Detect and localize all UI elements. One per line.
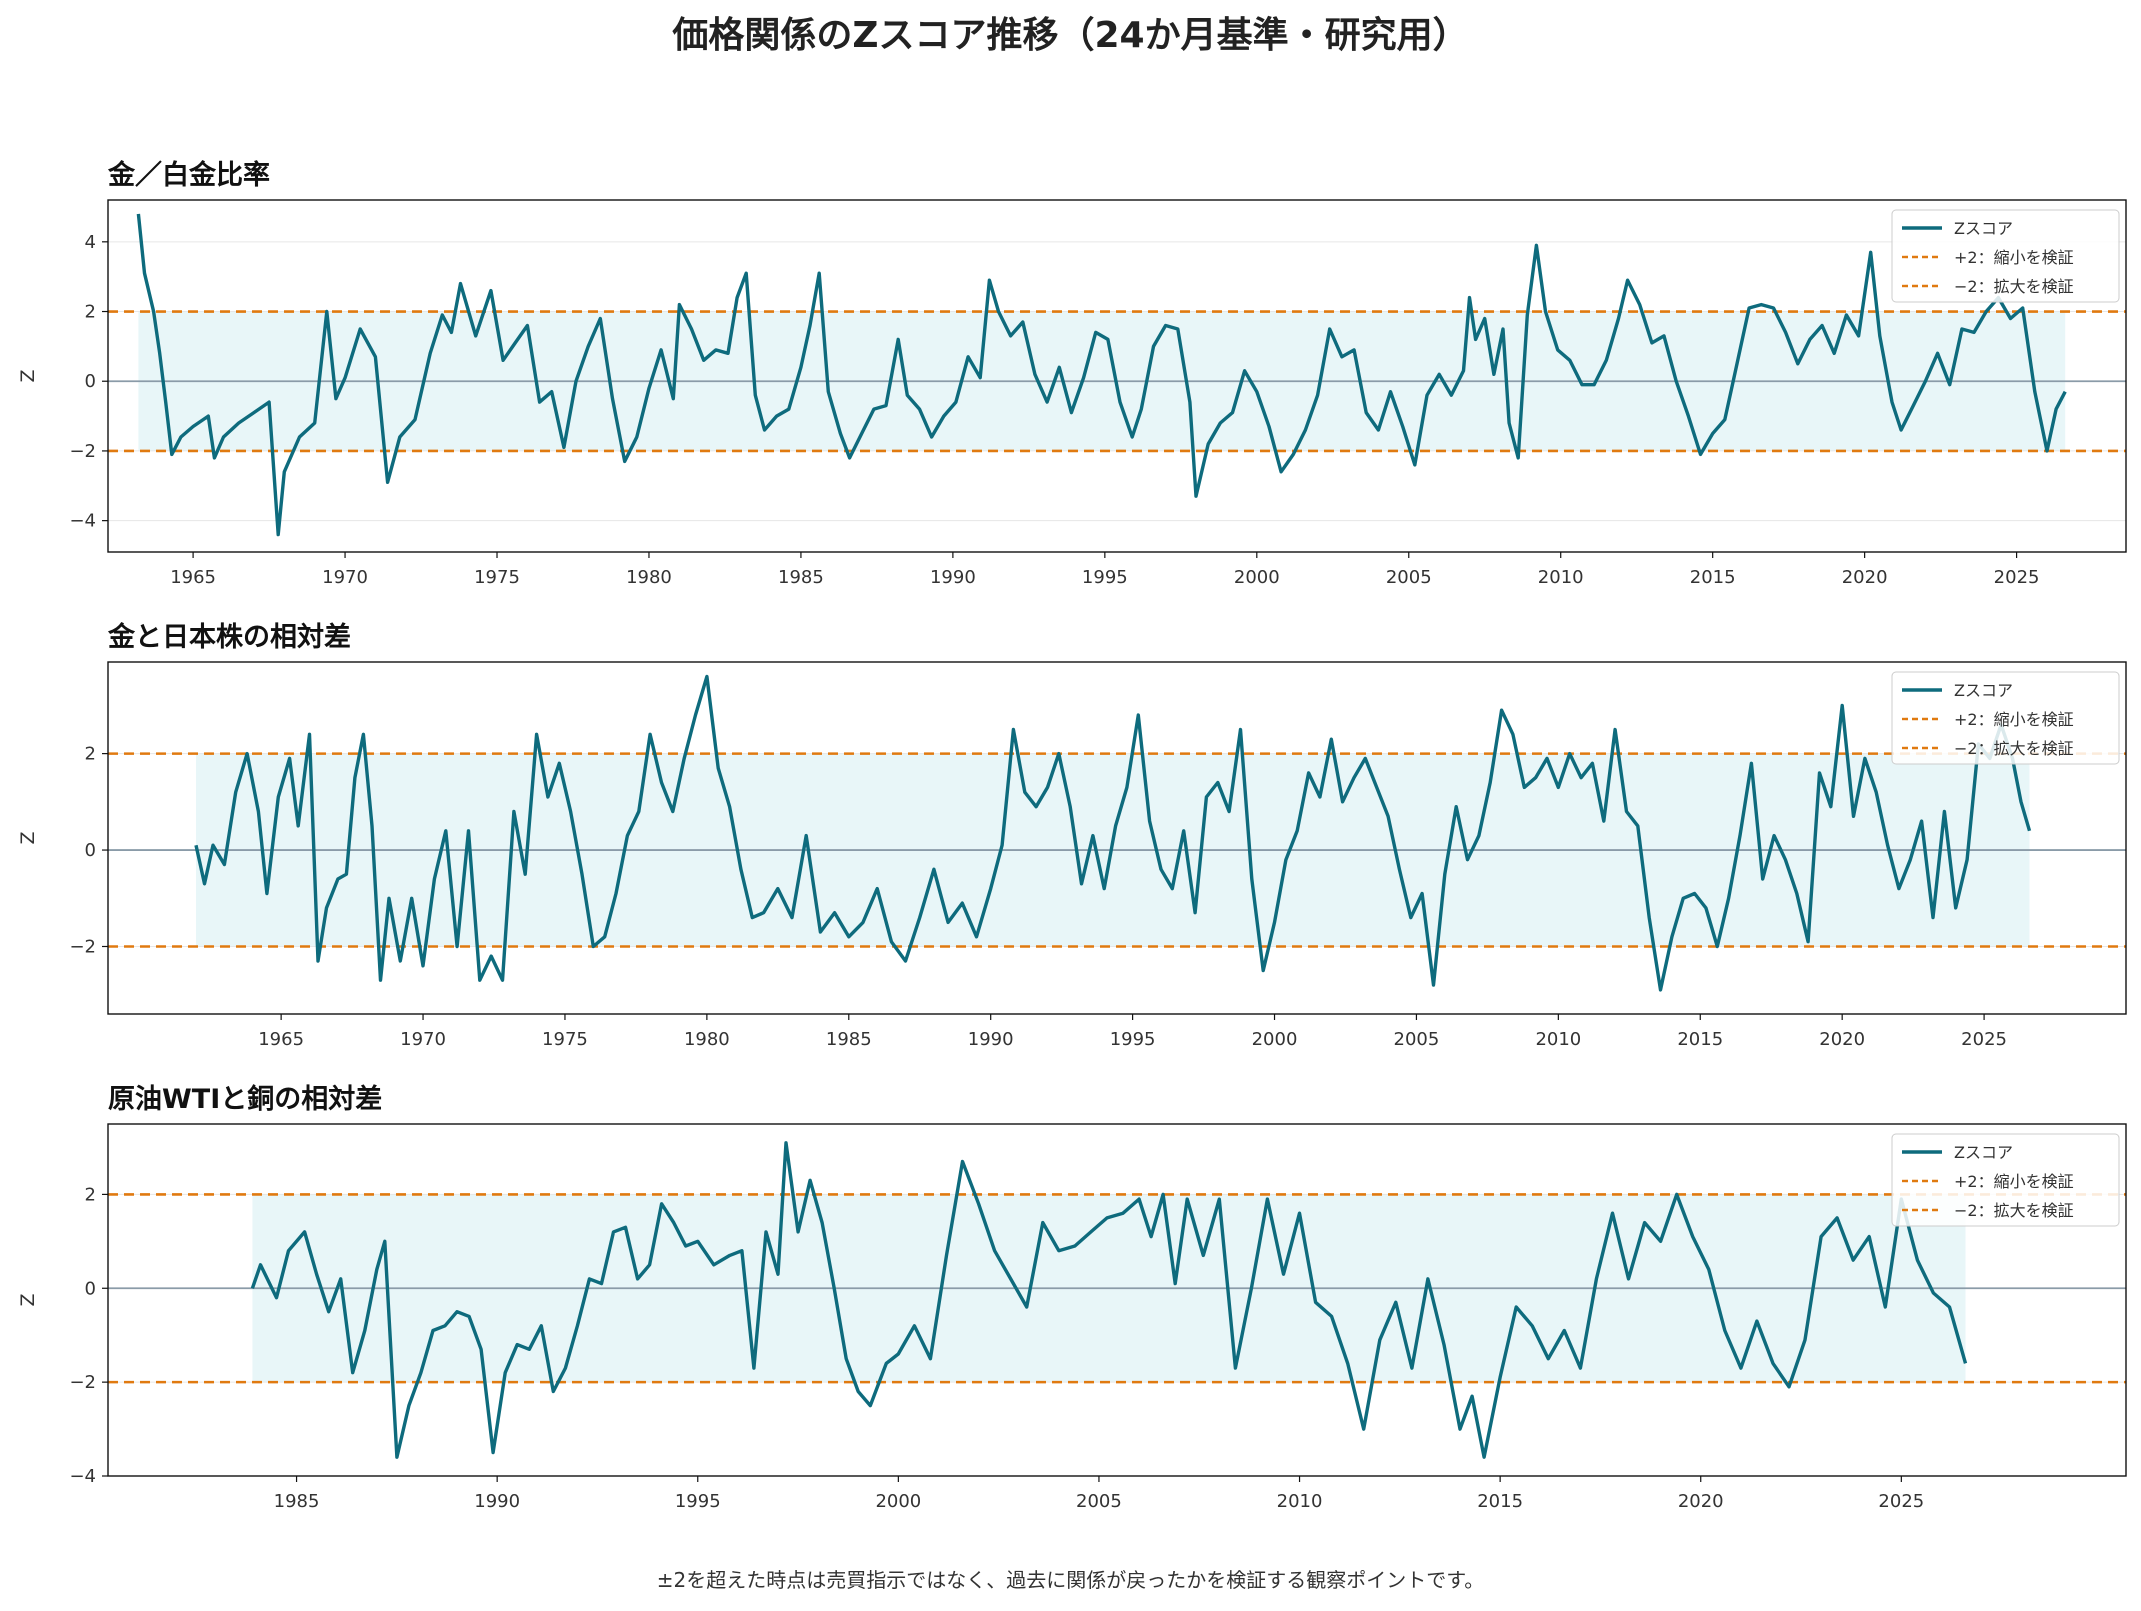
x-tick-label: 2010 <box>1277 1491 1323 1512</box>
chart-gold-japan-stocks: 金と日本株の相対差 2 0 −2 Z 1965 1970 1975 1980 1985 1990 19… <box>17 621 2127 1050</box>
chart-panel-gold-platinum: 金／白金比率 4 2 0 −2 −4 Z 1965 1970 1975 1980 1985 1990 19… <box>0 150 2141 610</box>
legend-label: −2：拡大を検証 <box>1954 1201 2074 1220</box>
legend: Zスコア +2：縮小を検証 −2：拡大を検証 <box>1891 671 2120 765</box>
x-tick-label: 2010 <box>1535 1029 1581 1050</box>
x-tick-label: 1970 <box>400 1029 446 1050</box>
zscore-series-line <box>250 1141 1968 1459</box>
y-tick-label: 2 <box>85 1184 96 1205</box>
x-tick-label: 2000 <box>1234 567 1280 588</box>
chart-wti-copper: 原油WTIと銅の相対差 2 0 −2 −4 Z 1985 1990 1995 2000 2005 20… <box>17 1083 2127 1512</box>
y-axis-label: Z <box>17 831 39 844</box>
y-tick-label: −4 <box>69 511 96 532</box>
y-axis-label: Z <box>17 1293 39 1306</box>
y-tick-label: 2 <box>85 302 96 323</box>
x-tick-label: 1980 <box>626 567 672 588</box>
legend-label: Zスコア <box>1954 681 2013 700</box>
zscore-series-line <box>194 674 2032 992</box>
legend: Zスコア +2：縮小を検証 −2：拡大を検証 <box>1891 1133 2120 1227</box>
x-tick-label: 2025 <box>1994 567 2040 588</box>
chart-gold-platinum: 金／白金比率 4 2 0 −2 −4 Z 1965 1970 1975 1980 1985 1990 19… <box>17 159 2127 588</box>
x-tick-label: 2020 <box>1678 1491 1724 1512</box>
x-tick-label: 2020 <box>1819 1029 1865 1050</box>
x-tick-label: 2005 <box>1386 567 1432 588</box>
plot-frame <box>107 1123 2127 1477</box>
x-tick-label: 1995 <box>1110 1029 1156 1050</box>
x-tick-label: 1990 <box>930 567 976 588</box>
legend-label: −2：拡大を検証 <box>1954 277 2074 296</box>
legend-label: +2：縮小を検証 <box>1954 248 2074 267</box>
x-tick-label: 2005 <box>1076 1491 1122 1512</box>
page-title: 価格関係のZスコア推移（24か月基準・研究用） <box>672 15 1469 56</box>
chart-panel-wti-copper: 原油WTIと銅の相対差 2 0 −2 −4 Z 1985 1990 1995 2000 2005 20… <box>0 1074 2141 1534</box>
chart-title: 金と日本株の相対差 <box>107 621 351 653</box>
y-tick-label: −2 <box>69 1372 96 1393</box>
y-axis-label: Z <box>17 369 39 382</box>
x-tick-label: 1975 <box>542 1029 588 1050</box>
chart-panel-gold-japan-stocks: 金と日本株の相対差 2 0 −2 Z 1965 1970 1975 1980 1985 1990 19… <box>0 612 2141 1072</box>
chart-title: 原油WTIと銅の相対差 <box>108 1083 382 1115</box>
legend-box <box>1891 1133 2120 1227</box>
x-tick-label: 1985 <box>778 567 824 588</box>
x-tick-label: 1990 <box>968 1029 1014 1050</box>
x-tick-label: 2000 <box>1252 1029 1298 1050</box>
y-tick-label: −2 <box>69 441 96 462</box>
legend: Zスコア +2：縮小を検証 −2：拡大を検証 <box>1891 209 2120 303</box>
legend-label: +2：縮小を検証 <box>1954 710 2074 729</box>
x-tick-label: 1970 <box>322 567 368 588</box>
legend-label: Zスコア <box>1954 1143 2013 1162</box>
legend-box <box>1891 209 2120 303</box>
x-tick-label: 2025 <box>1961 1029 2007 1050</box>
x-tick-label: 1975 <box>474 567 520 588</box>
legend-label: Zスコア <box>1954 219 2013 238</box>
plot-frame <box>107 199 2127 553</box>
plot-frame <box>107 661 2127 1015</box>
x-tick-label: 1965 <box>170 567 216 588</box>
x-tick-label: 1990 <box>474 1491 520 1512</box>
x-tick-label: 2005 <box>1394 1029 1440 1050</box>
y-tick-label: 4 <box>85 232 96 253</box>
x-tick-label: 1985 <box>274 1491 320 1512</box>
zscore-series-line <box>136 213 2067 537</box>
y-tick-label: 0 <box>85 371 96 392</box>
footer-note: ±2を超えた時点は売買指示ではなく、過去に関係が戻ったかを検証する観察ポイントで… <box>656 1568 1485 1592</box>
x-tick-label: 1985 <box>826 1029 872 1050</box>
x-tick-label: 2000 <box>875 1491 921 1512</box>
legend-box <box>1891 671 2120 765</box>
legend-label: −2：拡大を検証 <box>1954 739 2074 758</box>
legend-label: +2：縮小を検証 <box>1954 1172 2074 1191</box>
chart-title: 金／白金比率 <box>107 159 270 191</box>
x-tick-label: 2015 <box>1477 1491 1523 1512</box>
y-tick-label: 0 <box>85 1278 96 1299</box>
x-tick-label: 2025 <box>1878 1491 1924 1512</box>
y-tick-label: −4 <box>69 1466 96 1487</box>
x-tick-label: 1995 <box>675 1491 721 1512</box>
x-tick-label: 2020 <box>1842 567 1888 588</box>
y-tick-label: 2 <box>85 744 96 765</box>
x-tick-label: 1965 <box>258 1029 304 1050</box>
x-tick-label: 1980 <box>684 1029 730 1050</box>
x-tick-label: 2015 <box>1690 567 1736 588</box>
x-tick-label: 2010 <box>1538 567 1584 588</box>
y-tick-label: 0 <box>85 840 96 861</box>
x-tick-label: 2015 <box>1677 1029 1723 1050</box>
x-tick-label: 1995 <box>1082 567 1128 588</box>
y-tick-label: −2 <box>69 936 96 957</box>
